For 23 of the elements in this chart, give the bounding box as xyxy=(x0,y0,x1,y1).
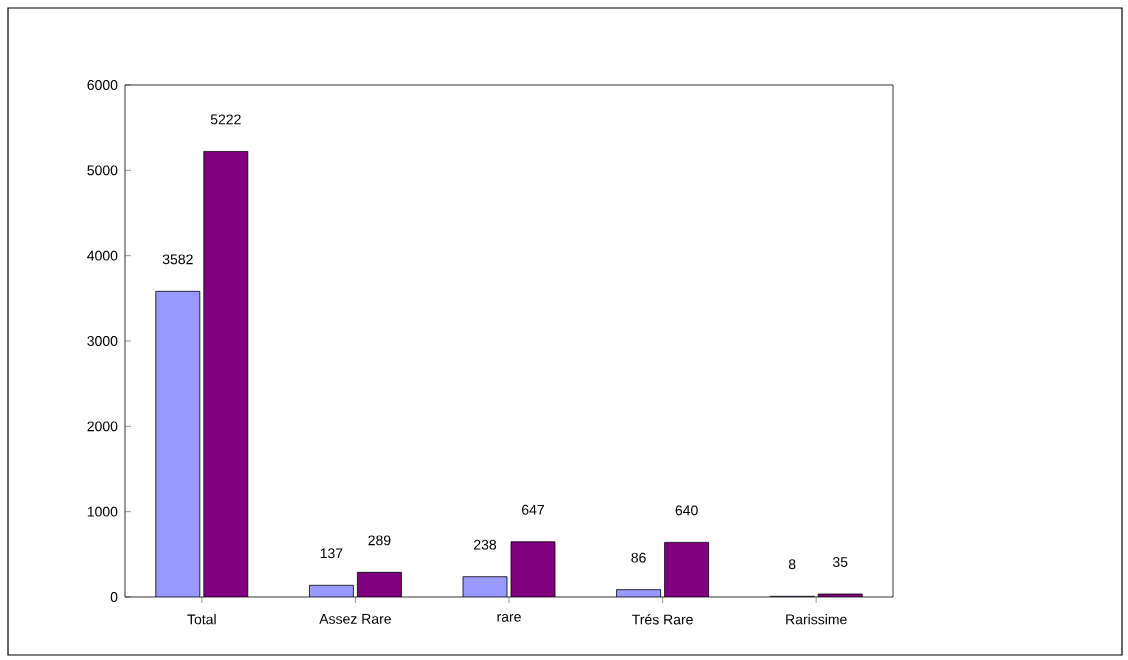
x-tick-label: Rarissime xyxy=(786,614,847,625)
data-label: 137 xyxy=(320,548,343,559)
x-tick-label: rare xyxy=(497,614,521,622)
x-tick-label: Total xyxy=(187,614,216,625)
y-tick-label: 4000 xyxy=(87,250,118,261)
data-label: 5222 xyxy=(210,114,241,125)
y-tick-label: 6000 xyxy=(87,80,118,90)
data-label: 647 xyxy=(522,504,544,515)
data-label: 238 xyxy=(474,539,497,550)
data-label: 86 xyxy=(631,552,646,563)
data-label: 640 xyxy=(675,505,698,516)
data-label: 3582 xyxy=(162,254,193,265)
y-tick-label: 2000 xyxy=(87,421,118,432)
bar xyxy=(155,290,201,597)
data-label: 35 xyxy=(832,557,848,567)
x-tick-label: Assez Rare xyxy=(319,614,391,624)
x-tick-label: Trés Rare xyxy=(632,614,693,625)
y-tick-label: 3000 xyxy=(87,336,118,346)
data-label: 289 xyxy=(368,535,391,546)
data-label: 8 xyxy=(788,559,796,570)
y-tick-label: 5000 xyxy=(87,165,118,176)
y-tick-label: 0 xyxy=(110,592,118,602)
y-tick-label: 1000 xyxy=(87,506,118,517)
